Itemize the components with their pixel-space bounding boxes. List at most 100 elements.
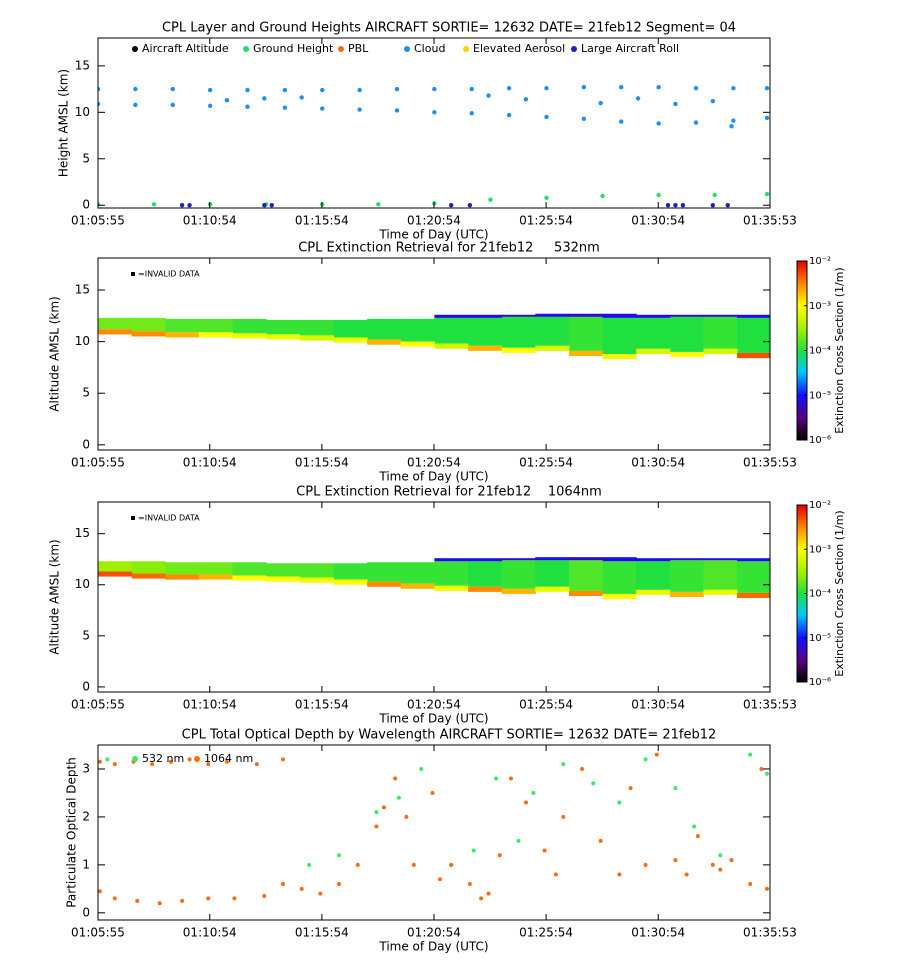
extinction-cell <box>98 561 133 572</box>
colorbar-tick-label: 10⁻⁵ <box>809 633 831 644</box>
y-axis-label: Altitude AMSL (km) <box>48 539 62 654</box>
data-point <box>748 882 753 887</box>
data-point <box>281 757 286 762</box>
legend-label: PBL <box>348 42 369 55</box>
data-point <box>320 87 325 93</box>
legend-label: Elevated Aerosol <box>473 42 565 55</box>
data-point <box>516 838 521 843</box>
extinction-cell <box>468 561 503 587</box>
extinction-cell <box>737 317 770 353</box>
x-tick-label: 01:20:54 <box>407 456 461 470</box>
extinction-cell <box>367 562 402 582</box>
extinction-cell <box>636 348 671 354</box>
data-point <box>643 757 648 762</box>
data-point <box>206 896 211 901</box>
legend-label: 1064 nm <box>204 752 253 765</box>
x-tick-label: 01:15:54 <box>295 456 349 470</box>
data-point <box>320 106 325 111</box>
data-point <box>765 886 770 891</box>
extinction-cell <box>602 313 637 318</box>
data-point <box>437 877 442 882</box>
data-point <box>494 776 499 781</box>
invalid-label: =INVALID DATA <box>138 514 200 523</box>
data-point <box>617 872 622 877</box>
x-tick-label: 01:35:53 <box>743 926 797 940</box>
extinction-cell <box>737 561 770 593</box>
data-point <box>337 853 342 858</box>
colorbar-label: Extinction Cross Section (1/m) <box>833 267 846 433</box>
invalid-marker <box>131 516 135 520</box>
data-point <box>523 97 529 102</box>
x-tick-label: 01:35:53 <box>743 698 797 712</box>
data-point <box>544 114 549 120</box>
data-point <box>544 195 549 200</box>
data-point <box>151 202 157 207</box>
data-point <box>207 103 213 109</box>
data-point <box>467 203 473 208</box>
data-point <box>718 867 723 872</box>
data-point <box>394 86 400 92</box>
x-tick-label: 01:10:54 <box>183 214 237 228</box>
extinction-cell <box>501 560 536 589</box>
x-tick-label: 01:10:54 <box>183 698 237 712</box>
data-point <box>692 824 697 829</box>
extinction-cell <box>434 558 469 562</box>
data-point <box>396 795 401 800</box>
extinction-cell <box>737 352 770 359</box>
data-point <box>759 766 764 771</box>
x-tick-label: 01:30:54 <box>631 698 685 712</box>
extinction-cell <box>299 319 334 336</box>
data-point <box>432 86 437 92</box>
data-point <box>269 203 274 208</box>
y-tick-label: 5 <box>82 151 90 165</box>
extinction-cell <box>367 318 402 340</box>
extinction-cell <box>568 590 604 596</box>
data-point <box>581 85 587 90</box>
x-tick-label: 01:05:55 <box>71 456 125 470</box>
data-point <box>561 762 566 767</box>
data-point <box>656 192 661 198</box>
data-point <box>187 757 192 762</box>
data-point <box>282 105 288 110</box>
y-tick-label: 1 <box>82 857 90 871</box>
data-point <box>150 762 155 767</box>
extinction-cell <box>602 557 637 562</box>
extinction-cell <box>400 583 435 589</box>
extinction-cell <box>198 574 234 580</box>
data-point <box>467 882 472 887</box>
extinction-cell <box>602 317 637 354</box>
data-point <box>224 759 229 764</box>
extinction-cell <box>434 317 469 344</box>
extinction-cell <box>535 560 570 587</box>
legend-label: Cloud <box>414 42 445 55</box>
legend-label: Large Aircraft Roll <box>581 42 679 55</box>
colorbar-tick-label: 10⁻² <box>809 256 831 267</box>
data-point <box>591 781 596 786</box>
data-point <box>619 119 624 124</box>
data-point <box>710 862 715 867</box>
data-point <box>374 824 379 829</box>
data-point <box>553 872 558 877</box>
data-point <box>731 118 736 123</box>
chart-title: CPL Total Optical Depth by Wavelength AI… <box>182 728 717 743</box>
extinction-cell <box>131 331 166 337</box>
x-tick-label: 01:30:54 <box>631 926 685 940</box>
data-point <box>98 86 101 92</box>
data-point <box>224 98 230 103</box>
data-point <box>357 87 362 93</box>
extinction-cell <box>367 581 402 587</box>
data-point <box>262 203 267 208</box>
x-tick-label: 01:25:54 <box>519 698 573 712</box>
data-point <box>357 107 362 112</box>
data-point <box>245 104 250 109</box>
x-axis-label: Time of Day (UTC) <box>378 470 488 484</box>
x-tick-label: 01:20:54 <box>407 698 461 712</box>
data-point <box>430 790 435 795</box>
data-point <box>245 87 250 93</box>
extinction-cell <box>198 562 234 575</box>
colorbar-tick-label: 10⁻² <box>809 500 831 511</box>
extinction-cell <box>602 354 637 360</box>
y-tick-label: 15 <box>75 283 90 297</box>
extinction-cell <box>568 313 604 317</box>
